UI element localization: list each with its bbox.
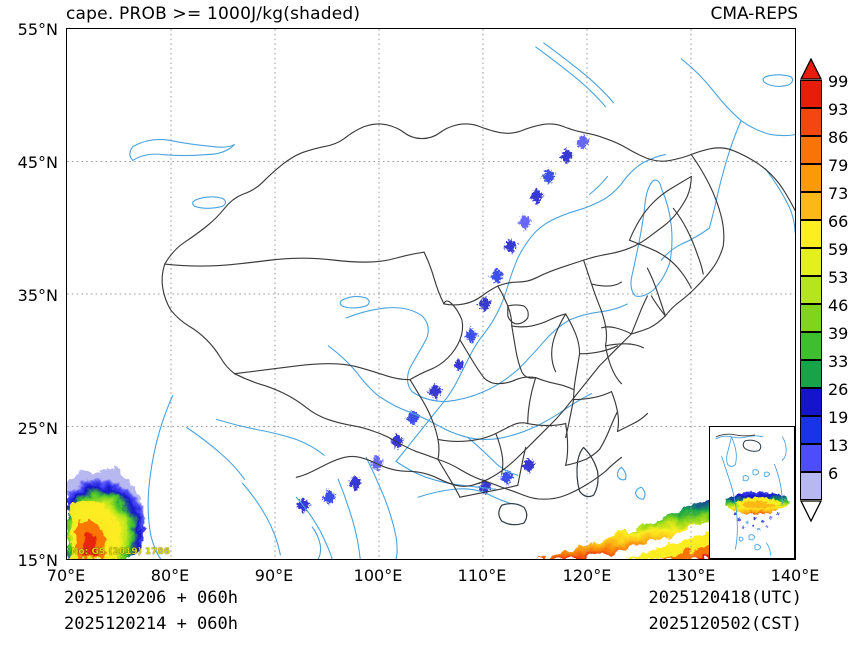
colorbar-tick-39: 39 — [828, 324, 849, 343]
south-china-sea-inset[interactable] — [709, 426, 795, 559]
x-tick-130: 130°E — [666, 566, 716, 585]
colorbar-segment-86 — [800, 136, 822, 164]
colorbar-tick-46: 46 — [828, 296, 849, 315]
inset-svg — [715, 433, 791, 556]
inset-borders — [715, 433, 762, 452]
shading-southeast — [535, 489, 746, 559]
colorbar-tick-6: 6 — [828, 464, 839, 483]
footer: 2025120206 + 060h 2025120214 + 060h 2025… — [0, 588, 860, 646]
colorbar-over-arrow — [799, 57, 823, 80]
colorbar[interactable]: 99 93 86 79 73 66 59 53 46 39 33 26 19 1… — [799, 57, 856, 558]
colorbar-tick-73: 73 — [828, 184, 849, 203]
colorbar-segment-93 — [800, 108, 822, 136]
map-approval-number: No: GS (2019) 1786 — [71, 547, 170, 557]
x-tick-120: 120°E — [562, 566, 612, 585]
colorbar-tick-86: 86 — [828, 128, 849, 147]
footer-init-time-cst: 2025120214 + 060h — [64, 614, 238, 634]
y-tick-15: 15°N — [17, 551, 58, 570]
footer-valid-time-utc: 2025120418(UTC) — [648, 588, 802, 608]
y-tick-45: 45°N — [17, 153, 58, 172]
colorbar-under-arrow — [799, 500, 823, 523]
page-title: cape. PROB >= 1000J/kg(shaded) — [66, 4, 361, 24]
footer-init-time-utc: 2025120206 + 060h — [64, 588, 238, 608]
colorbar-segment-33 — [800, 360, 822, 388]
inset-speckle — [734, 512, 780, 531]
colorbar-tick-19: 19 — [828, 408, 849, 427]
colorbar-segment-13 — [800, 444, 822, 472]
model-label: CMA-REPS — [710, 4, 798, 24]
colorbar-segment-46 — [800, 304, 822, 332]
colorbar-segment-53 — [800, 276, 822, 304]
shading-coastal-speckle — [296, 134, 590, 514]
colorbar-tick-66: 66 — [828, 212, 849, 231]
inset-shading — [725, 492, 791, 515]
administrative-boundaries — [161, 123, 795, 526]
map-plot-area[interactable]: No: GS (2019) 1786 — [66, 28, 796, 560]
x-tick-70: 70°E — [46, 566, 86, 585]
x-tick-140: 140°E — [770, 566, 820, 585]
colorbar-segment-6 — [800, 472, 822, 500]
colorbar-tick-13: 13 — [828, 436, 849, 455]
colorbar-segment-79 — [800, 164, 822, 192]
colorbar-segment-73 — [800, 192, 822, 220]
x-tick-100: 100°E — [353, 566, 403, 585]
water-features — [129, 42, 795, 559]
colorbar-tick-59: 59 — [828, 240, 849, 259]
colorbar-tick-93: 93 — [828, 100, 849, 119]
colorbar-segment-39 — [800, 332, 822, 360]
colorbar-segment-19 — [800, 416, 822, 444]
x-tick-110: 110°E — [457, 566, 507, 585]
colorbar-tick-99: 99 — [828, 72, 849, 91]
y-tick-55: 55°N — [17, 20, 58, 39]
map-gridlines — [67, 29, 795, 559]
y-tick-25: 25°N — [17, 419, 58, 438]
colorbar-tick-33: 33 — [828, 352, 849, 371]
colorbar-segment-59 — [800, 248, 822, 276]
colorbar-tick-26: 26 — [828, 380, 849, 399]
footer-valid-time-cst: 2025120502(CST) — [648, 614, 802, 634]
y-tick-35: 35°N — [17, 286, 58, 305]
colorbar-segment-66 — [800, 220, 822, 248]
x-tick-80: 80°E — [150, 566, 190, 585]
colorbar-tick-79: 79 — [828, 156, 849, 175]
colorbar-segment-99 — [800, 80, 822, 108]
colorbar-tick-53: 53 — [828, 268, 849, 287]
colorbar-segment-26 — [800, 388, 822, 416]
map-svg — [67, 29, 795, 559]
x-tick-90: 90°E — [254, 566, 294, 585]
